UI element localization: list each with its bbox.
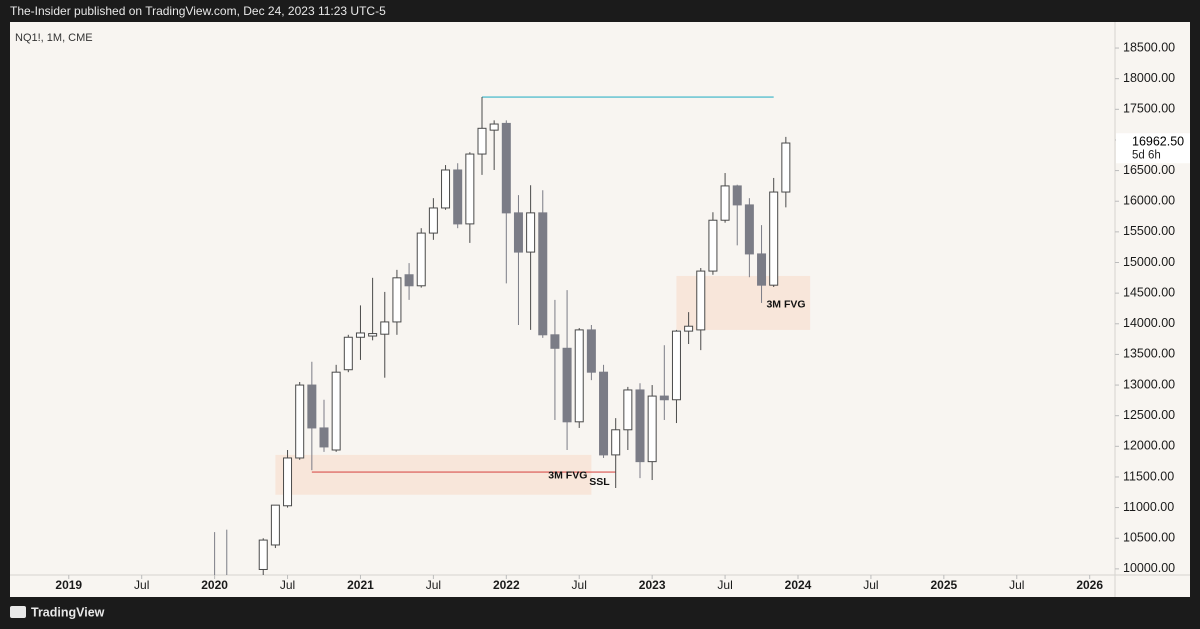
candle-body xyxy=(671,330,681,401)
candle-body xyxy=(574,329,584,423)
x-tick-label: 2025 xyxy=(930,578,957,592)
candle-body xyxy=(489,123,499,131)
candle-body xyxy=(355,332,365,338)
y-tick-label: 15500.00 xyxy=(1123,224,1175,238)
zone-label: 3M FVG xyxy=(766,299,805,311)
candle-body xyxy=(319,427,329,448)
candle-body xyxy=(295,384,305,459)
header: The-Insider published on TradingView.com… xyxy=(10,4,386,18)
candle-body xyxy=(659,395,669,401)
x-tick-label: 2026 xyxy=(1076,578,1103,592)
y-tick-label: 11500.00 xyxy=(1123,469,1174,483)
y-tick-label: 13500.00 xyxy=(1123,347,1175,361)
candle-body xyxy=(769,191,779,286)
y-tick-label: 11000.00 xyxy=(1123,500,1174,514)
candle-body xyxy=(732,185,742,206)
y-tick-label: 15000.00 xyxy=(1123,255,1175,269)
y-tick-label: 18000.00 xyxy=(1123,71,1175,85)
x-tick-label: 2021 xyxy=(347,578,374,592)
candle-body xyxy=(744,204,754,255)
candle-body xyxy=(586,329,596,373)
y-tick-label: 14000.00 xyxy=(1123,316,1175,330)
x-tick-label: Jul xyxy=(572,578,587,592)
y-tick-label: 10500.00 xyxy=(1123,531,1175,545)
x-tick-label: 2020 xyxy=(201,578,228,592)
x-tick-label: Jul xyxy=(717,578,732,592)
candle-body xyxy=(258,539,268,570)
candle-body xyxy=(550,334,560,349)
fvg-zone xyxy=(275,454,592,495)
candle-body xyxy=(380,321,390,335)
candle-body xyxy=(465,153,475,225)
last-price-badge xyxy=(1116,133,1190,164)
candle-body xyxy=(720,185,730,221)
x-tick-label: 2019 xyxy=(55,578,82,592)
candle-body xyxy=(416,232,426,287)
candle-body xyxy=(623,389,633,431)
x-tick-label: 2023 xyxy=(639,578,666,592)
candle-body xyxy=(453,169,463,225)
candle-body xyxy=(635,389,645,463)
x-tick-label: Jul xyxy=(863,578,878,592)
line-label: SSL xyxy=(589,476,610,488)
symbol: NQ1!, 1M, CME xyxy=(15,32,93,44)
candle-body xyxy=(757,253,767,286)
footer-logo: TradingView xyxy=(10,605,105,619)
axes: 10000.00 10500.00 11000.00 11500.00 12000.00… xyxy=(55,40,1190,592)
x-tick-label: 2024 xyxy=(785,578,812,592)
candle-body xyxy=(404,274,414,287)
last-price-label: 16962.50 xyxy=(1132,135,1184,149)
footer: TradingView xyxy=(31,605,105,619)
y-tick-label: 12500.00 xyxy=(1123,408,1175,422)
y-tick-label: 17500.00 xyxy=(1123,102,1175,116)
candle-body xyxy=(368,333,378,337)
candle-body xyxy=(562,347,572,423)
x-tick-label: Jul xyxy=(426,578,441,592)
candle-body xyxy=(708,219,718,272)
candle-body xyxy=(331,371,341,451)
candle-body xyxy=(647,395,657,463)
candle-body xyxy=(684,325,694,332)
candle-body xyxy=(538,212,548,336)
y-tick-label: 18500.00 xyxy=(1123,40,1175,54)
y-tick-label: 16500.00 xyxy=(1123,163,1175,177)
candle-body xyxy=(513,212,523,253)
countdown: 5d 6h xyxy=(1132,149,1161,161)
x-tick-label: Jul xyxy=(1009,578,1024,592)
y-tick-label: 16000.00 xyxy=(1123,194,1175,208)
candle-body xyxy=(392,277,402,323)
y-tick-label: 10000.00 xyxy=(1123,561,1175,575)
x-tick-label: Jul xyxy=(280,578,295,592)
y-tick-label: 13000.00 xyxy=(1123,377,1175,391)
candle-body xyxy=(599,371,609,456)
x-tick-label: Jul xyxy=(134,578,149,592)
logo-icon xyxy=(10,606,26,618)
candle-body xyxy=(441,169,451,209)
y-tick-label: 14500.00 xyxy=(1123,285,1175,299)
candle-body xyxy=(307,384,317,429)
candle-body xyxy=(781,142,791,193)
candle-body xyxy=(270,504,280,546)
candle-body xyxy=(696,270,706,331)
candle-body xyxy=(283,457,293,507)
chart-background xyxy=(10,22,1190,597)
zone-label: 3M FVG xyxy=(548,470,587,482)
candle-body xyxy=(611,429,621,456)
candle-body xyxy=(526,212,536,253)
candle-body xyxy=(501,122,511,214)
y-tick-label: 12000.00 xyxy=(1123,439,1175,453)
x-tick-label: 2022 xyxy=(493,578,520,592)
candle-body xyxy=(477,127,487,155)
candle-body xyxy=(343,336,353,371)
candle-body xyxy=(428,207,438,234)
